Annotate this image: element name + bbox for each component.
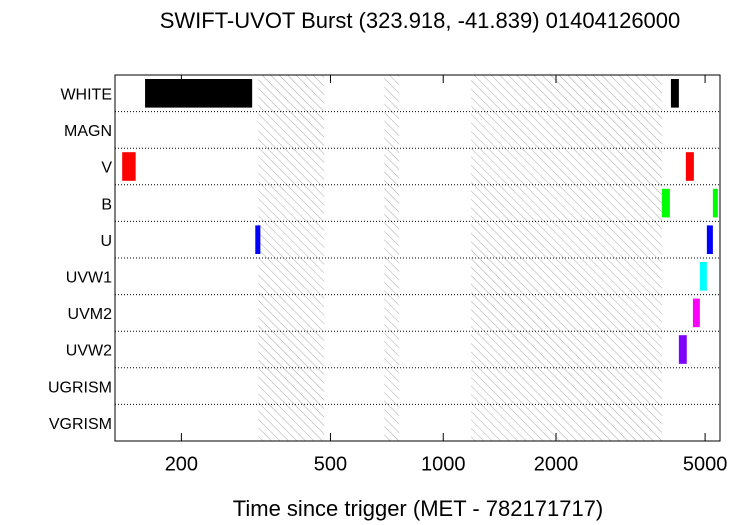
exposure-bar [255,225,261,254]
x-tick-label: 5000 [683,453,728,475]
x-tick-label: 1000 [421,453,466,475]
x-tick-label: 2000 [534,453,579,475]
exposure-bar [122,152,136,181]
exposure-bar [699,262,707,291]
exposure-bar [661,188,670,218]
exposure-bar [685,152,694,181]
row-label: UVM2 [68,306,113,323]
row-label: UVW2 [66,343,112,360]
row-label: UGRISM [48,379,112,396]
chart-title: SWIFT-UVOT Burst (323.918, -41.839) 0140… [160,8,681,33]
row-label: WHITE [60,87,112,104]
row-label: UVW1 [66,270,112,287]
exposure-bar [670,79,679,108]
row-label: V [101,160,112,177]
exposure-bar [678,335,687,364]
exposure-bar [712,188,718,218]
row-label: VGRISM [49,416,112,433]
x-axis-label: Time since trigger (MET - 782171717) [233,496,604,521]
exposure-bar [692,298,700,328]
row-label: U [100,233,112,250]
row-label: MAGN [64,123,112,140]
exposure-bar [145,79,253,108]
row-label: B [101,196,112,213]
exposure-bar [706,225,713,254]
plot-frame [114,74,721,442]
x-tick-label: 500 [314,453,347,475]
x-tick-label: 200 [165,453,198,475]
